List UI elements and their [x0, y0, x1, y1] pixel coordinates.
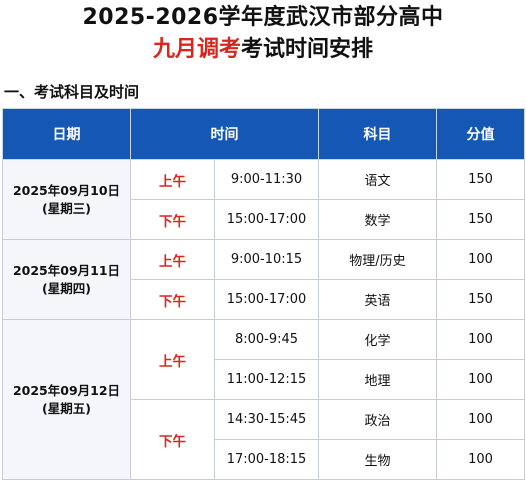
time-cell: 14:30-15:45 [214, 399, 319, 440]
subtitle-highlight: 九月调考 [152, 37, 241, 62]
score-cell: 150 [436, 279, 525, 320]
subject-cell: 英语 [318, 279, 437, 320]
header-subject: 科目 [318, 108, 437, 160]
time-cell: 8:00-9:45 [214, 319, 319, 360]
score-cell: 100 [436, 239, 525, 280]
table-row: 下午 15:00-17:00 英语 150 [3, 279, 525, 320]
score-cell: 150 [436, 159, 525, 200]
subject-cell: 数学 [318, 199, 437, 240]
time-cell: 15:00-17:00 [214, 199, 319, 240]
period-cell: 下午 [130, 279, 215, 320]
header-date: 日期 [2, 108, 131, 160]
score-cell: 100 [436, 359, 525, 400]
subject-cell: 化学 [318, 319, 437, 360]
score-cell: 100 [436, 439, 525, 480]
date-text: 2025年09月10日 [12, 182, 121, 198]
weekday-text: (星期五) [42, 400, 91, 416]
page-subtitle: 九月调考考试时间安排 [0, 36, 526, 64]
time-cell: 11:00-12:15 [214, 359, 319, 400]
time-cell: 15:00-17:00 [214, 279, 319, 320]
table-header-row: 日期 时间 科目 分值 [2, 108, 525, 160]
period-cell: 上午 [130, 159, 215, 200]
period-cell: 下午 [130, 399, 215, 480]
table-row: 17:00-18:15 生物 100 [3, 439, 525, 480]
time-cell: 9:00-11:30 [214, 159, 319, 200]
table-row: 下午 15:00-17:00 数学 150 [3, 199, 525, 240]
subject-cell: 语文 [318, 159, 437, 200]
score-cell: 150 [436, 199, 525, 240]
period-cell: 上午 [130, 239, 215, 280]
subject-cell: 地理 [318, 359, 437, 400]
time-cell: 9:00-10:15 [214, 239, 319, 280]
page-title: 2025-2026学年度武汉市部分高中 [82, 5, 444, 30]
subject-cell: 物理/历史 [318, 239, 437, 280]
table-row: 11:00-12:15 地理 100 [3, 359, 525, 400]
score-cell: 100 [436, 319, 525, 360]
exam-schedule-table: 日期 时间 科目 分值 2025年09月10日 (星期三) 上午 9:00-11… [2, 108, 525, 480]
section-heading: 一、考试科目及时间 [4, 83, 140, 101]
date-text: 2025年09月11日 [12, 262, 121, 278]
date-text: 2025年09月12日 [12, 382, 121, 398]
date-cell: 2025年09月10日 (星期三) [2, 159, 131, 240]
subtitle-rest: 考试时间安排 [241, 37, 374, 62]
weekday-text: (星期三) [42, 200, 91, 216]
weekday-text: (星期四) [42, 280, 91, 296]
date-cell: 2025年09月12日 (星期五) [2, 319, 131, 480]
time-cell: 17:00-18:15 [214, 439, 319, 480]
period-cell: 上午 [130, 319, 215, 400]
header-score: 分值 [436, 108, 525, 160]
score-cell: 100 [436, 399, 525, 440]
subject-cell: 生物 [318, 439, 437, 480]
period-cell: 下午 [130, 199, 215, 240]
table-row: 2025年09月12日 (星期五) 上午 8:00-9:45 化学 100 [2, 319, 525, 480]
header-time: 时间 [130, 108, 319, 160]
subject-cell: 政治 [318, 399, 437, 440]
table-row: 2025年09月10日 (星期三) 上午 9:00-11:30 语文 150 [2, 159, 525, 240]
table-row: 2025年09月11日 (星期四) 上午 9:00-10:15 物理/历史 10… [2, 239, 525, 320]
table-row: 下午 14:30-15:45 政治 100 [3, 399, 525, 480]
date-cell: 2025年09月11日 (星期四) [2, 239, 131, 320]
